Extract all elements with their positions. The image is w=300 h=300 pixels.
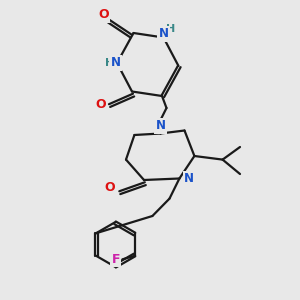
- Text: N: N: [158, 27, 169, 40]
- Text: N: N: [110, 56, 121, 70]
- Text: O: O: [98, 8, 109, 22]
- Text: H: H: [167, 23, 176, 34]
- Text: O: O: [104, 181, 115, 194]
- Text: F: F: [112, 253, 120, 266]
- Text: O: O: [95, 98, 106, 112]
- Text: H: H: [105, 58, 114, 68]
- Text: N: N: [184, 172, 194, 185]
- Text: N: N: [155, 119, 166, 133]
